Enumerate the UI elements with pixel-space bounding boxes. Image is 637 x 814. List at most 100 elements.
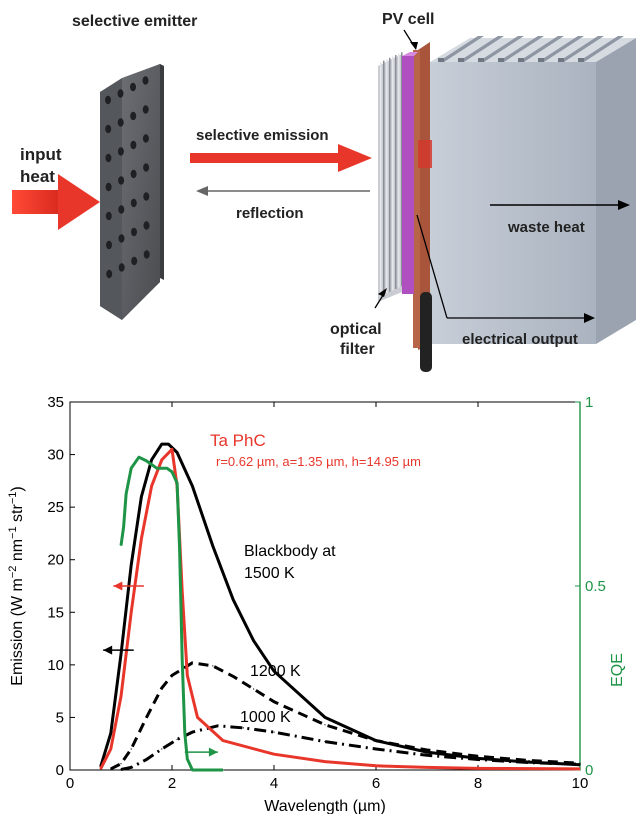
- x-tick-label: 10: [572, 775, 589, 792]
- emitter-hole: [142, 76, 149, 85]
- emitter-hole: [130, 198, 137, 208]
- data-point: [242, 727, 244, 729]
- y-left-tick-label: 35: [47, 394, 64, 411]
- heat-sink-fin-edge: [578, 58, 584, 62]
- filter-layer: [392, 56, 394, 291]
- data-point: [120, 695, 122, 697]
- data-point: [145, 758, 148, 761]
- annotation-1000k: 1000 K: [240, 709, 291, 726]
- data-point: [166, 467, 168, 469]
- input-heat-arrow: [12, 174, 100, 230]
- emitter-hole: [130, 169, 137, 179]
- data-point: [212, 545, 214, 547]
- data-point: [100, 768, 102, 770]
- data-point: [324, 724, 326, 726]
- emitter-hole: [143, 192, 150, 201]
- data-point: [171, 471, 173, 473]
- label-selective-emission: selective emission: [196, 127, 329, 144]
- series-layer: [99, 442, 581, 772]
- data-point: [140, 538, 142, 540]
- emitter-hole: [143, 250, 150, 259]
- heat-sink-fin-edge: [558, 58, 564, 62]
- y-left-tick-label: 20: [47, 552, 64, 569]
- data-point: [196, 716, 199, 718]
- data-point: [130, 748, 132, 750]
- data-point: [110, 732, 112, 734]
- heat-sink-fin-edge: [518, 58, 524, 62]
- data-point: [222, 740, 224, 742]
- data-point: [186, 758, 188, 760]
- emitter-hole: [105, 182, 112, 192]
- data-point: [110, 768, 112, 770]
- series-line-ta-phc: [99, 447, 581, 771]
- data-point: [253, 640, 255, 642]
- y-left-tick-label: 5: [56, 709, 64, 726]
- electrical-output-lead: [420, 292, 432, 372]
- data-point: [130, 611, 132, 613]
- x-tick-label: 6: [372, 775, 380, 792]
- data-point: [273, 731, 275, 733]
- data-point: [426, 766, 428, 768]
- y-left-tick-label: 15: [47, 604, 64, 621]
- data-point: [222, 769, 224, 771]
- heat-sink-fin: [578, 36, 624, 62]
- heat-sink-fin: [558, 36, 604, 62]
- data-point: [253, 688, 255, 690]
- y-right-tick-label: 1: [585, 394, 593, 411]
- data-point: [130, 564, 132, 566]
- emitter-hole: [130, 111, 137, 121]
- data-point: [477, 758, 479, 761]
- data-point: [324, 761, 326, 763]
- emitter-hole: [106, 269, 113, 279]
- y-left-tick-label: 30: [47, 447, 64, 464]
- data-point: [191, 769, 193, 771]
- data-point: [579, 768, 581, 770]
- pv-cell-layer: [413, 42, 432, 350]
- label-optical-filter-line1: optical: [330, 321, 382, 338]
- data-point: [176, 451, 178, 454]
- data-point: [125, 493, 127, 495]
- y-left-tick-label: 25: [47, 499, 64, 516]
- emitter-hole: [130, 140, 137, 150]
- data-point: [273, 753, 275, 755]
- data-point: [123, 526, 125, 528]
- data-point: [176, 738, 178, 741]
- heat-sink: [430, 36, 636, 344]
- data-point: [130, 467, 132, 469]
- heat-sink-fin-edge: [458, 58, 464, 62]
- data-point: [171, 674, 173, 676]
- data-point: [145, 716, 148, 718]
- data-point: [191, 485, 193, 487]
- emitter-holes: [105, 76, 150, 279]
- filter-layer: [398, 53, 400, 288]
- emitter-hole: [118, 234, 125, 243]
- data-point: [138, 456, 140, 458]
- black-left-arrow-head: [103, 645, 113, 655]
- emitter-hole: [105, 153, 112, 163]
- data-point: [324, 716, 326, 718]
- data-point: [375, 748, 377, 750]
- optical-filter-stack: [378, 52, 418, 302]
- label-selective-emitter: selective emitter: [72, 13, 197, 30]
- label-electrical-output: electrical output: [462, 331, 578, 348]
- series-line-1500-k: [99, 442, 581, 768]
- emitter-hole: [143, 163, 150, 172]
- annotation-1200k: 1200 K: [250, 663, 301, 680]
- x-axis-title: Wavelength (µm): [264, 798, 386, 814]
- indicator-arrows: [103, 581, 218, 757]
- data-point: [191, 662, 193, 664]
- data-point: [426, 754, 428, 756]
- selective-emitter-plate: [100, 64, 164, 320]
- pointer-lines: [374, 29, 595, 323]
- heat-sink-fin-edge: [438, 58, 444, 62]
- data-point: [120, 763, 122, 765]
- data-point: [130, 766, 132, 768]
- data-point: [161, 687, 163, 689]
- emitter-hole: [130, 82, 136, 92]
- emitter-hole: [131, 227, 137, 237]
- annotation-blackbody-line1: Blackbody at: [244, 543, 336, 560]
- heat-sink-fin-edge: [498, 58, 504, 62]
- emitter-hole: [117, 147, 124, 156]
